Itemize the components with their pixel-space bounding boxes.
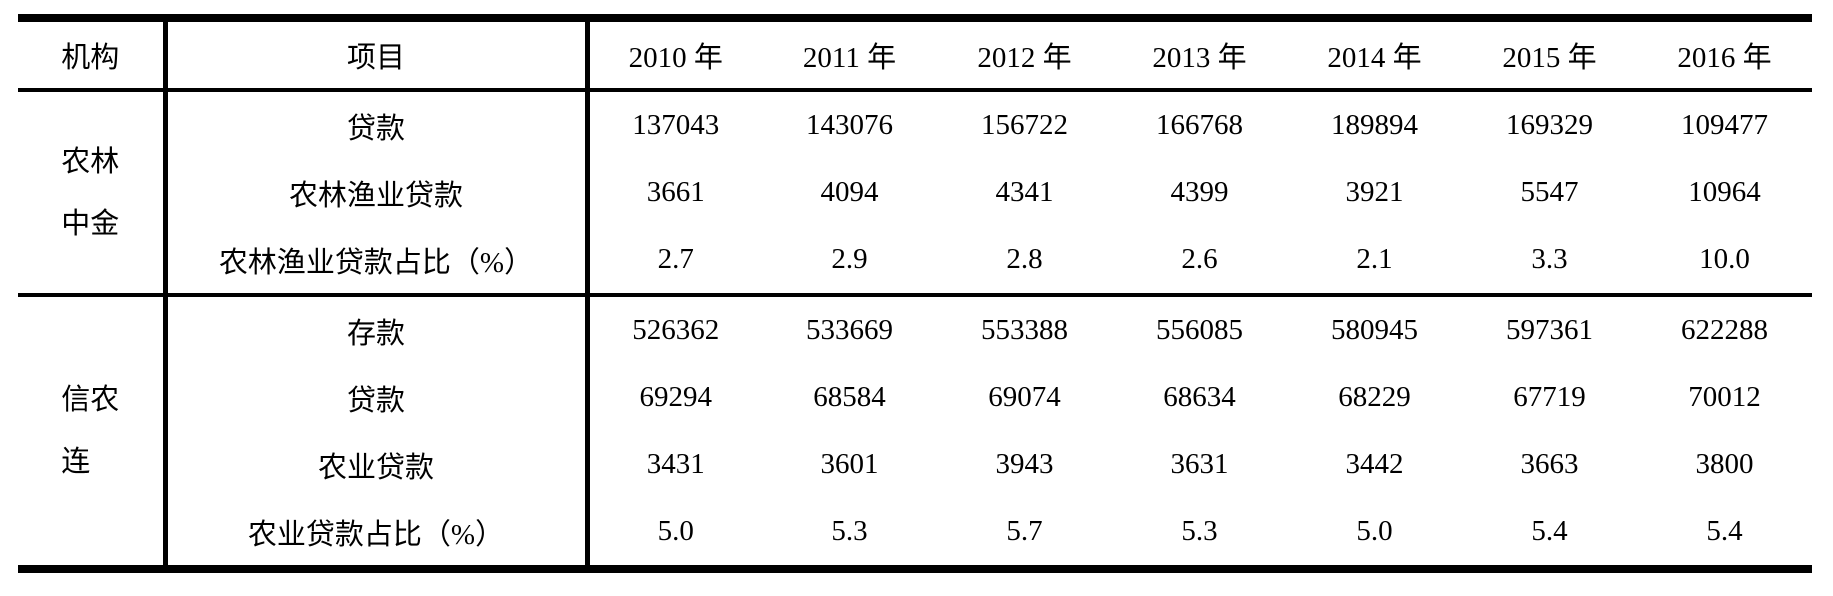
org-label: 信农 连 [61,369,119,493]
value-cell: 109477 [1681,109,1768,141]
value-cell: 70012 [1688,381,1761,413]
value-cell: 5547 [1520,176,1579,208]
org-label-line: 中金 [61,207,120,240]
value-cell: 3800 [1695,448,1754,480]
header-cell-year: 2012 年 [937,18,1112,92]
table-row: 信农 连 存款 526362 533669 553388 556085 5809… [18,293,1812,569]
header-cell-institution: 机构 [18,18,168,92]
header-cell-year: 2015 年 [1462,18,1637,92]
value-cell: 3943 [995,448,1054,480]
value-cell: 597361 [1462,293,1637,364]
value-cell: 2.6 [1181,243,1218,275]
table-header: 机构 项目 2010 年 2011 年 2012 年 2013 年 2014 年… [18,18,1812,92]
value-cell: 68229 [1338,381,1411,413]
section-shinnoren: 信农 连 存款 526362 533669 553388 556085 5809… [18,293,1812,569]
value-cell: 69294 [639,381,713,413]
value-cell: 68634 [1163,381,1236,413]
value-cell: 2.1 [1356,243,1393,275]
item-label-cell: 存款 [165,293,590,364]
header-cell-year: 2013 年 [1112,18,1287,92]
value-cell: 5.0 [1356,515,1393,547]
value-cell: 5.7 [1006,515,1043,547]
org-label-line: 农林 [61,145,120,178]
value-cell: 137043 [632,109,720,141]
header-cell-year: 2010 年 [587,18,762,92]
value-cell: 5.4 [1531,515,1568,547]
value-cell: 580945 [1287,293,1462,364]
value-cell: 5.3 [1181,515,1218,547]
header-cell-year: 2016 年 [1637,18,1812,92]
value-cell: 556085 [1112,293,1287,364]
section-norinchukin: 农林 中金 贷款 137043 143076 156722 166768 189… [18,90,1812,295]
item-label-cell: 农业贷款占比（%） [165,498,590,569]
table-row: 贷款 69294 68584 69074 68634 68229 67719 7… [18,364,1812,431]
value-cell: 3601 [820,448,879,480]
value-cell: 533669 [762,293,937,364]
value-cell: 526362 [587,293,762,364]
value-cell: 10964 [1688,176,1761,208]
org-label-line: 信农 [61,384,120,416]
org-cell: 农林 中金 [18,90,168,295]
value-cell: 2.8 [1006,243,1043,275]
value-cell: 2.9 [831,243,868,275]
value-cell: 3663 [1520,448,1579,480]
financial-data-table: 机构 项目 2010 年 2011 年 2012 年 2013 年 2014 年… [18,14,1812,573]
value-cell: 5.4 [1706,515,1743,547]
table-row: 农林渔业贷款 3661 4094 4341 4399 3921 5547 109… [18,159,1812,226]
value-cell: 3631 [1170,448,1229,480]
header-cell-item: 项目 [165,18,590,92]
table-row: 农林 中金 贷款 137043 143076 156722 166768 189… [18,90,1812,295]
value-cell: 3921 [1345,176,1404,208]
value-cell: 3661 [646,176,705,208]
table-row: 农林渔业贷款占比（%） 2.7 2.9 2.8 2.6 2.1 3.3 10.0 [18,226,1812,295]
table-row: 农业贷款占比（%） 5.0 5.3 5.7 5.3 5.0 5.4 5.4 [18,498,1812,569]
item-label-cell: 农林渔业贷款占比（%） [165,226,590,295]
value-cell: 2.7 [657,243,694,275]
value-cell: 553388 [937,293,1112,364]
value-cell: 5.3 [831,515,868,547]
header-row: 机构 项目 2010 年 2011 年 2012 年 2013 年 2014 年… [18,18,1812,92]
value-cell: 69074 [988,381,1061,413]
value-cell: 68584 [813,381,886,413]
value-cell: 4341 [995,176,1054,208]
item-label-cell: 农林渔业贷款 [165,159,590,226]
value-cell: 3442 [1345,448,1404,480]
org-cell: 信农 连 [18,293,168,569]
value-cell: 67719 [1513,381,1586,413]
value-cell: 169329 [1506,109,1593,141]
value-cell: 622288 [1637,293,1812,364]
item-label-cell: 农业贷款 [165,431,590,498]
value-cell: 4399 [1170,176,1229,208]
value-cell: 3431 [646,448,705,480]
table-row: 农业贷款 3431 3601 3943 3631 3442 3663 3800 [18,431,1812,498]
item-label-cell: 贷款 [165,90,590,159]
value-cell: 4094 [820,176,879,208]
value-cell: 189894 [1331,109,1418,141]
value-cell: 143076 [806,109,893,141]
value-cell: 10.0 [1699,243,1750,275]
header-cell-year: 2011 年 [762,18,937,92]
header-cell-year: 2014 年 [1287,18,1462,92]
item-label-cell: 贷款 [165,364,590,431]
org-label: 农林 中金 [61,131,119,255]
value-cell: 156722 [981,109,1068,141]
value-cell: 166768 [1156,109,1243,141]
value-cell: 3.3 [1531,243,1568,275]
value-cell: 5.0 [657,515,694,547]
org-label-line: 连 [61,446,91,478]
